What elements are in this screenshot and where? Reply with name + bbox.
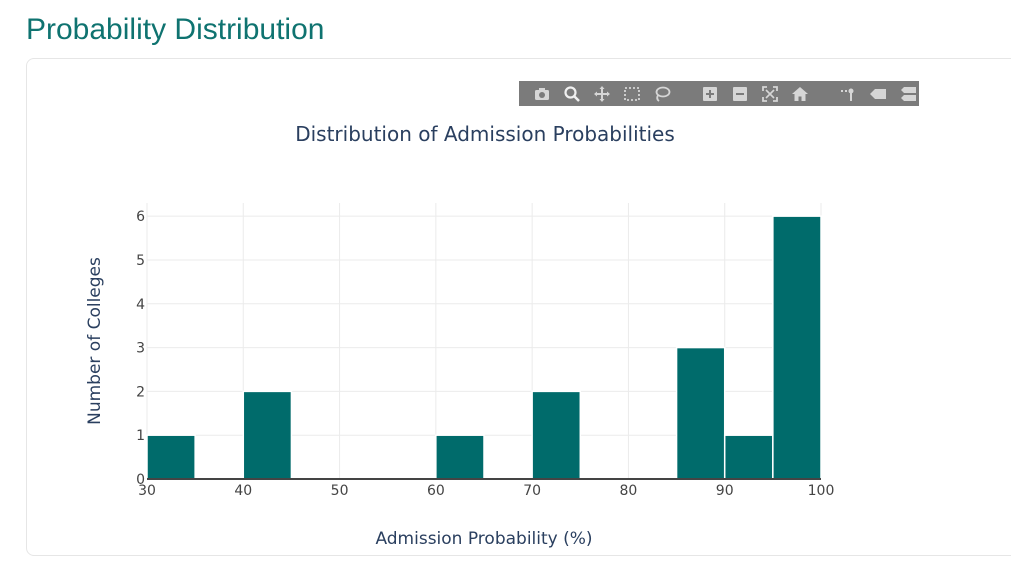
x-tick-label: 90	[716, 483, 734, 499]
x-tick-label: 60	[427, 483, 445, 499]
lasso-select-icon[interactable]	[651, 83, 673, 105]
page-title: Probability Distribution	[26, 13, 325, 46]
y-tick-labels: 0 1 2 3 4 5 6	[136, 209, 145, 488]
spike-lines-icon[interactable]	[837, 83, 859, 105]
hover-compare-icon[interactable]	[897, 83, 919, 105]
y-tick-label: 1	[136, 428, 145, 444]
x-tick-labels: 30 40 50 60 70 80 90 100	[138, 483, 834, 499]
zoom-icon[interactable]	[561, 83, 583, 105]
chart-title: Distribution of Admission Probabilities	[295, 122, 675, 146]
x-tick-label: 50	[331, 483, 349, 499]
autoscale-icon[interactable]	[759, 83, 781, 105]
pan-icon[interactable]	[591, 83, 613, 105]
box-select-icon[interactable]	[621, 83, 643, 105]
histogram-bar[interactable]	[772, 215, 822, 480]
histogram-bar[interactable]	[723, 434, 774, 480]
x-tick-label: 30	[138, 483, 156, 499]
zoom-out-icon[interactable]	[729, 83, 751, 105]
histogram-bar[interactable]	[146, 434, 196, 480]
x-tick-label: 40	[234, 483, 252, 499]
histogram-bar[interactable]	[242, 390, 293, 480]
bars[interactable]	[146, 215, 822, 480]
x-tick-label: 70	[523, 483, 541, 499]
histogram-bar[interactable]	[531, 390, 582, 480]
y-axis-title: Number of Colleges	[85, 257, 105, 425]
y-tick-label: 4	[136, 297, 145, 313]
y-tick-label: 5	[136, 253, 145, 269]
reset-axes-icon[interactable]	[789, 83, 811, 105]
camera-icon[interactable]	[531, 83, 553, 105]
y-tick-label: 3	[136, 341, 145, 357]
hover-closest-icon[interactable]	[867, 83, 889, 105]
x-tick-label: 80	[620, 483, 638, 499]
zoom-in-icon[interactable]	[699, 83, 721, 105]
histogram-bar[interactable]	[435, 434, 485, 480]
modebar	[519, 81, 919, 106]
y-tick-label: 0	[136, 472, 145, 488]
x-axis-title: Admission Probability (%)	[375, 529, 592, 549]
y-tick-label: 2	[136, 384, 145, 400]
y-tick-label: 6	[136, 209, 145, 225]
x-tick-label: 100	[808, 483, 835, 499]
histogram-bar[interactable]	[675, 346, 726, 480]
